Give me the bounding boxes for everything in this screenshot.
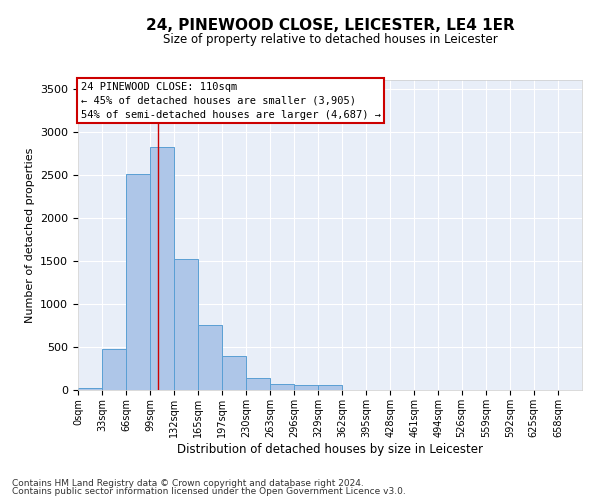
Bar [221,356,246,390]
Bar [102,348,126,390]
Text: Contains public sector information licensed under the Open Government Licence v3: Contains public sector information licen… [12,487,406,496]
Text: 24 PINEWOOD CLOSE: 110sqm
← 45% of detached houses are smaller (3,905)
54% of se: 24 PINEWOOD CLOSE: 110sqm ← 45% of detac… [80,82,380,120]
Y-axis label: Number of detached properties: Number of detached properties [25,148,35,322]
Text: Size of property relative to detached houses in Leicester: Size of property relative to detached ho… [163,32,497,46]
Text: 24, PINEWOOD CLOSE, LEICESTER, LE4 1ER: 24, PINEWOOD CLOSE, LEICESTER, LE4 1ER [146,18,514,32]
Bar [270,384,294,390]
Bar [78,388,102,390]
Bar [174,259,199,390]
X-axis label: Distribution of detached houses by size in Leicester: Distribution of detached houses by size … [177,442,483,456]
Bar [294,386,318,390]
Bar [246,378,270,390]
Text: Contains HM Land Registry data © Crown copyright and database right 2024.: Contains HM Land Registry data © Crown c… [12,478,364,488]
Bar [126,174,150,390]
Bar [318,386,342,390]
Bar [199,326,223,390]
Bar [150,147,174,390]
